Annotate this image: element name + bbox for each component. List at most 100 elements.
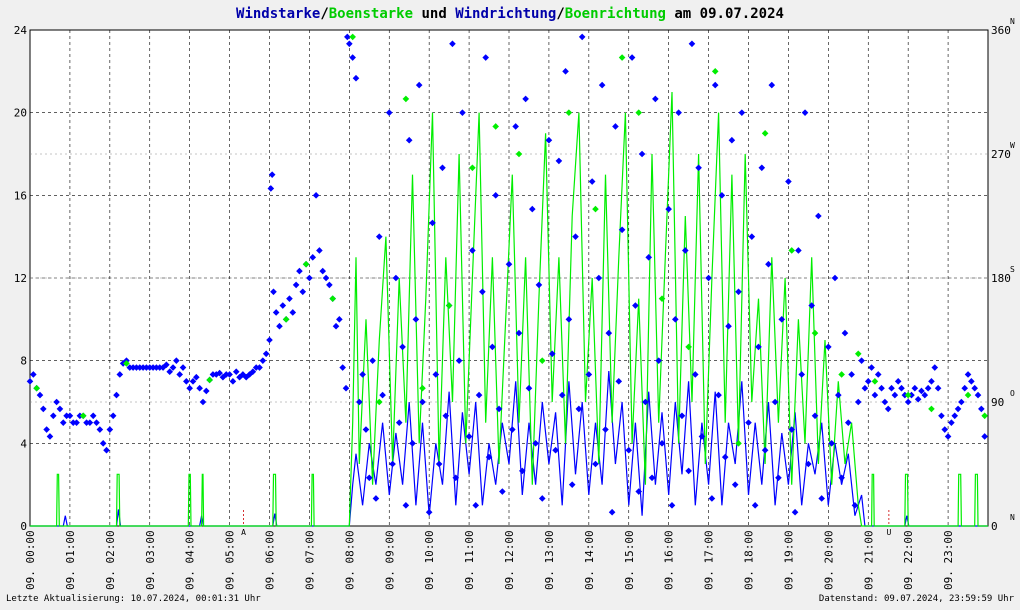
series-point-windrichtung bbox=[605, 329, 613, 337]
series-point-windrichtung bbox=[565, 316, 573, 323]
series-point-windrichtung bbox=[459, 109, 466, 116]
series-point-windrichtung bbox=[289, 309, 297, 316]
series-point-windrichtung bbox=[558, 391, 566, 399]
x-tick-label: 09. 19:00 bbox=[782, 530, 795, 590]
series-point-windrichtung bbox=[369, 357, 376, 364]
series-point-windrichtung bbox=[499, 488, 506, 495]
series-point-windrichtung bbox=[469, 247, 476, 254]
series-point-boenrichtung bbox=[788, 247, 796, 254]
series-point-windrichtung bbox=[884, 405, 892, 413]
series-point-windrichtung bbox=[129, 364, 137, 371]
x-tick-label: 09. 23:00 bbox=[942, 530, 955, 590]
y-right-compass-label: W bbox=[1010, 141, 1015, 150]
series-point-boenrichtung bbox=[329, 295, 337, 302]
series-point-windrichtung bbox=[392, 274, 400, 282]
series-point-windrichtung bbox=[918, 387, 925, 395]
series-point-windrichtung bbox=[901, 391, 909, 399]
series-point-windrichtung bbox=[921, 391, 929, 399]
series-point-windrichtung bbox=[964, 371, 972, 378]
series-point-windrichtung bbox=[675, 109, 682, 116]
series-point-windrichtung bbox=[522, 95, 529, 103]
x-tick-label: 09. 12:00 bbox=[503, 530, 516, 590]
x-tick-label: 09. 04:00 bbox=[184, 530, 197, 590]
series-point-windrichtung bbox=[479, 288, 486, 296]
series-point-windrichtung bbox=[555, 157, 563, 165]
series-point-windrichtung bbox=[268, 171, 276, 178]
series-point-windrichtung bbox=[153, 364, 160, 371]
y-right-compass-label: O bbox=[1010, 389, 1015, 398]
x-tick-label: 09. 10:00 bbox=[423, 530, 436, 590]
series-point-windrichtung bbox=[86, 419, 94, 426]
series-point-windrichtung bbox=[113, 391, 120, 399]
series-point-windrichtung bbox=[509, 426, 516, 433]
series-point-windrichtung bbox=[59, 419, 67, 426]
series-point-windrichtung bbox=[585, 371, 593, 378]
series-point-windrichtung bbox=[312, 192, 320, 199]
series-point-windrichtung bbox=[202, 387, 210, 395]
x-tick-label: 09. 08:00 bbox=[343, 530, 356, 590]
series-point-windrichtung bbox=[894, 378, 902, 385]
series-point-boenrichtung bbox=[592, 205, 599, 213]
series-point-windrichtung bbox=[961, 384, 969, 392]
series-point-windrichtung bbox=[851, 502, 859, 509]
series-point-windrichtung bbox=[385, 109, 393, 116]
series-point-windrichtung bbox=[352, 74, 360, 82]
series-point-windrichtung bbox=[146, 364, 154, 371]
series-point-boenrichtung bbox=[565, 109, 573, 116]
chart-title: Windstarke/Boenstarke und Windrichtung/B… bbox=[236, 6, 784, 22]
series-point-boenrichtung bbox=[811, 329, 819, 337]
series-point-windrichtung bbox=[791, 508, 799, 516]
series-point-windrichtung bbox=[415, 81, 423, 89]
series-point-windrichtung bbox=[914, 395, 922, 403]
series-point-boenrichtung bbox=[904, 391, 912, 399]
x-tick-label: 09. 03:00 bbox=[144, 530, 157, 590]
series-point-boenrichtung bbox=[838, 371, 845, 378]
series-point-boenrichtung bbox=[618, 54, 626, 61]
series-point-windrichtung bbox=[665, 205, 672, 213]
x-tick-label: 09. 20:00 bbox=[822, 530, 835, 590]
title-und: und bbox=[413, 6, 455, 22]
series-point-windrichtung bbox=[412, 316, 420, 323]
series-point-windrichtung bbox=[668, 502, 676, 509]
series-point-windrichtung bbox=[941, 426, 949, 433]
series-point-windrichtung bbox=[572, 233, 579, 240]
series-point-windrichtung bbox=[126, 364, 134, 371]
y-left-tick-label: 8 bbox=[20, 355, 27, 368]
series-point-windrichtung bbox=[272, 309, 280, 316]
series-point-windrichtung bbox=[166, 368, 174, 375]
series-point-boenrichtung bbox=[123, 360, 130, 367]
series-point-windrichtung bbox=[53, 398, 60, 406]
series-point-windrichtung bbox=[73, 419, 80, 426]
series-point-windrichtung bbox=[638, 150, 646, 158]
series-point-boenrichtung bbox=[302, 260, 310, 268]
y-right-tick-label: 90 bbox=[991, 396, 1004, 409]
series-point-boenrichtung bbox=[445, 302, 453, 309]
x-tick-label: 09. 21:00 bbox=[862, 530, 875, 590]
series-point-windrichtung bbox=[173, 357, 180, 364]
x-tick-label: 09. 05:00 bbox=[224, 530, 237, 590]
series-point-windrichtung bbox=[928, 378, 935, 385]
series-point-windrichtung bbox=[66, 412, 74, 420]
series-point-windrichtung bbox=[519, 467, 526, 475]
series-point-windrichtung bbox=[924, 384, 932, 392]
series-point-boenrichtung bbox=[33, 384, 40, 392]
footer-data-state: Datenstand: 09.07.2024, 23:59:59 Uhr bbox=[819, 594, 1015, 604]
series-point-windrichtung bbox=[402, 502, 410, 509]
series-point-windrichtung bbox=[681, 247, 689, 254]
series-point-windrichtung bbox=[183, 378, 190, 385]
series-point-windrichtung bbox=[226, 371, 233, 378]
series-point-windrichtung bbox=[748, 233, 756, 240]
series-point-windrichtung bbox=[69, 419, 77, 426]
series-point-windrichtung bbox=[632, 302, 639, 309]
y-right-compass-label: N bbox=[1010, 17, 1015, 26]
series-point-windrichtung bbox=[344, 33, 351, 41]
series-point-windrichtung bbox=[934, 384, 942, 392]
y-left-tick-label: 16 bbox=[14, 189, 27, 202]
series-point-windrichtung bbox=[216, 369, 223, 377]
series-point-windrichtung bbox=[116, 371, 124, 378]
series-point-windrichtung bbox=[805, 460, 812, 468]
series-point-windrichtung bbox=[375, 233, 383, 240]
x-tick-label: 09. 11:00 bbox=[463, 530, 476, 590]
